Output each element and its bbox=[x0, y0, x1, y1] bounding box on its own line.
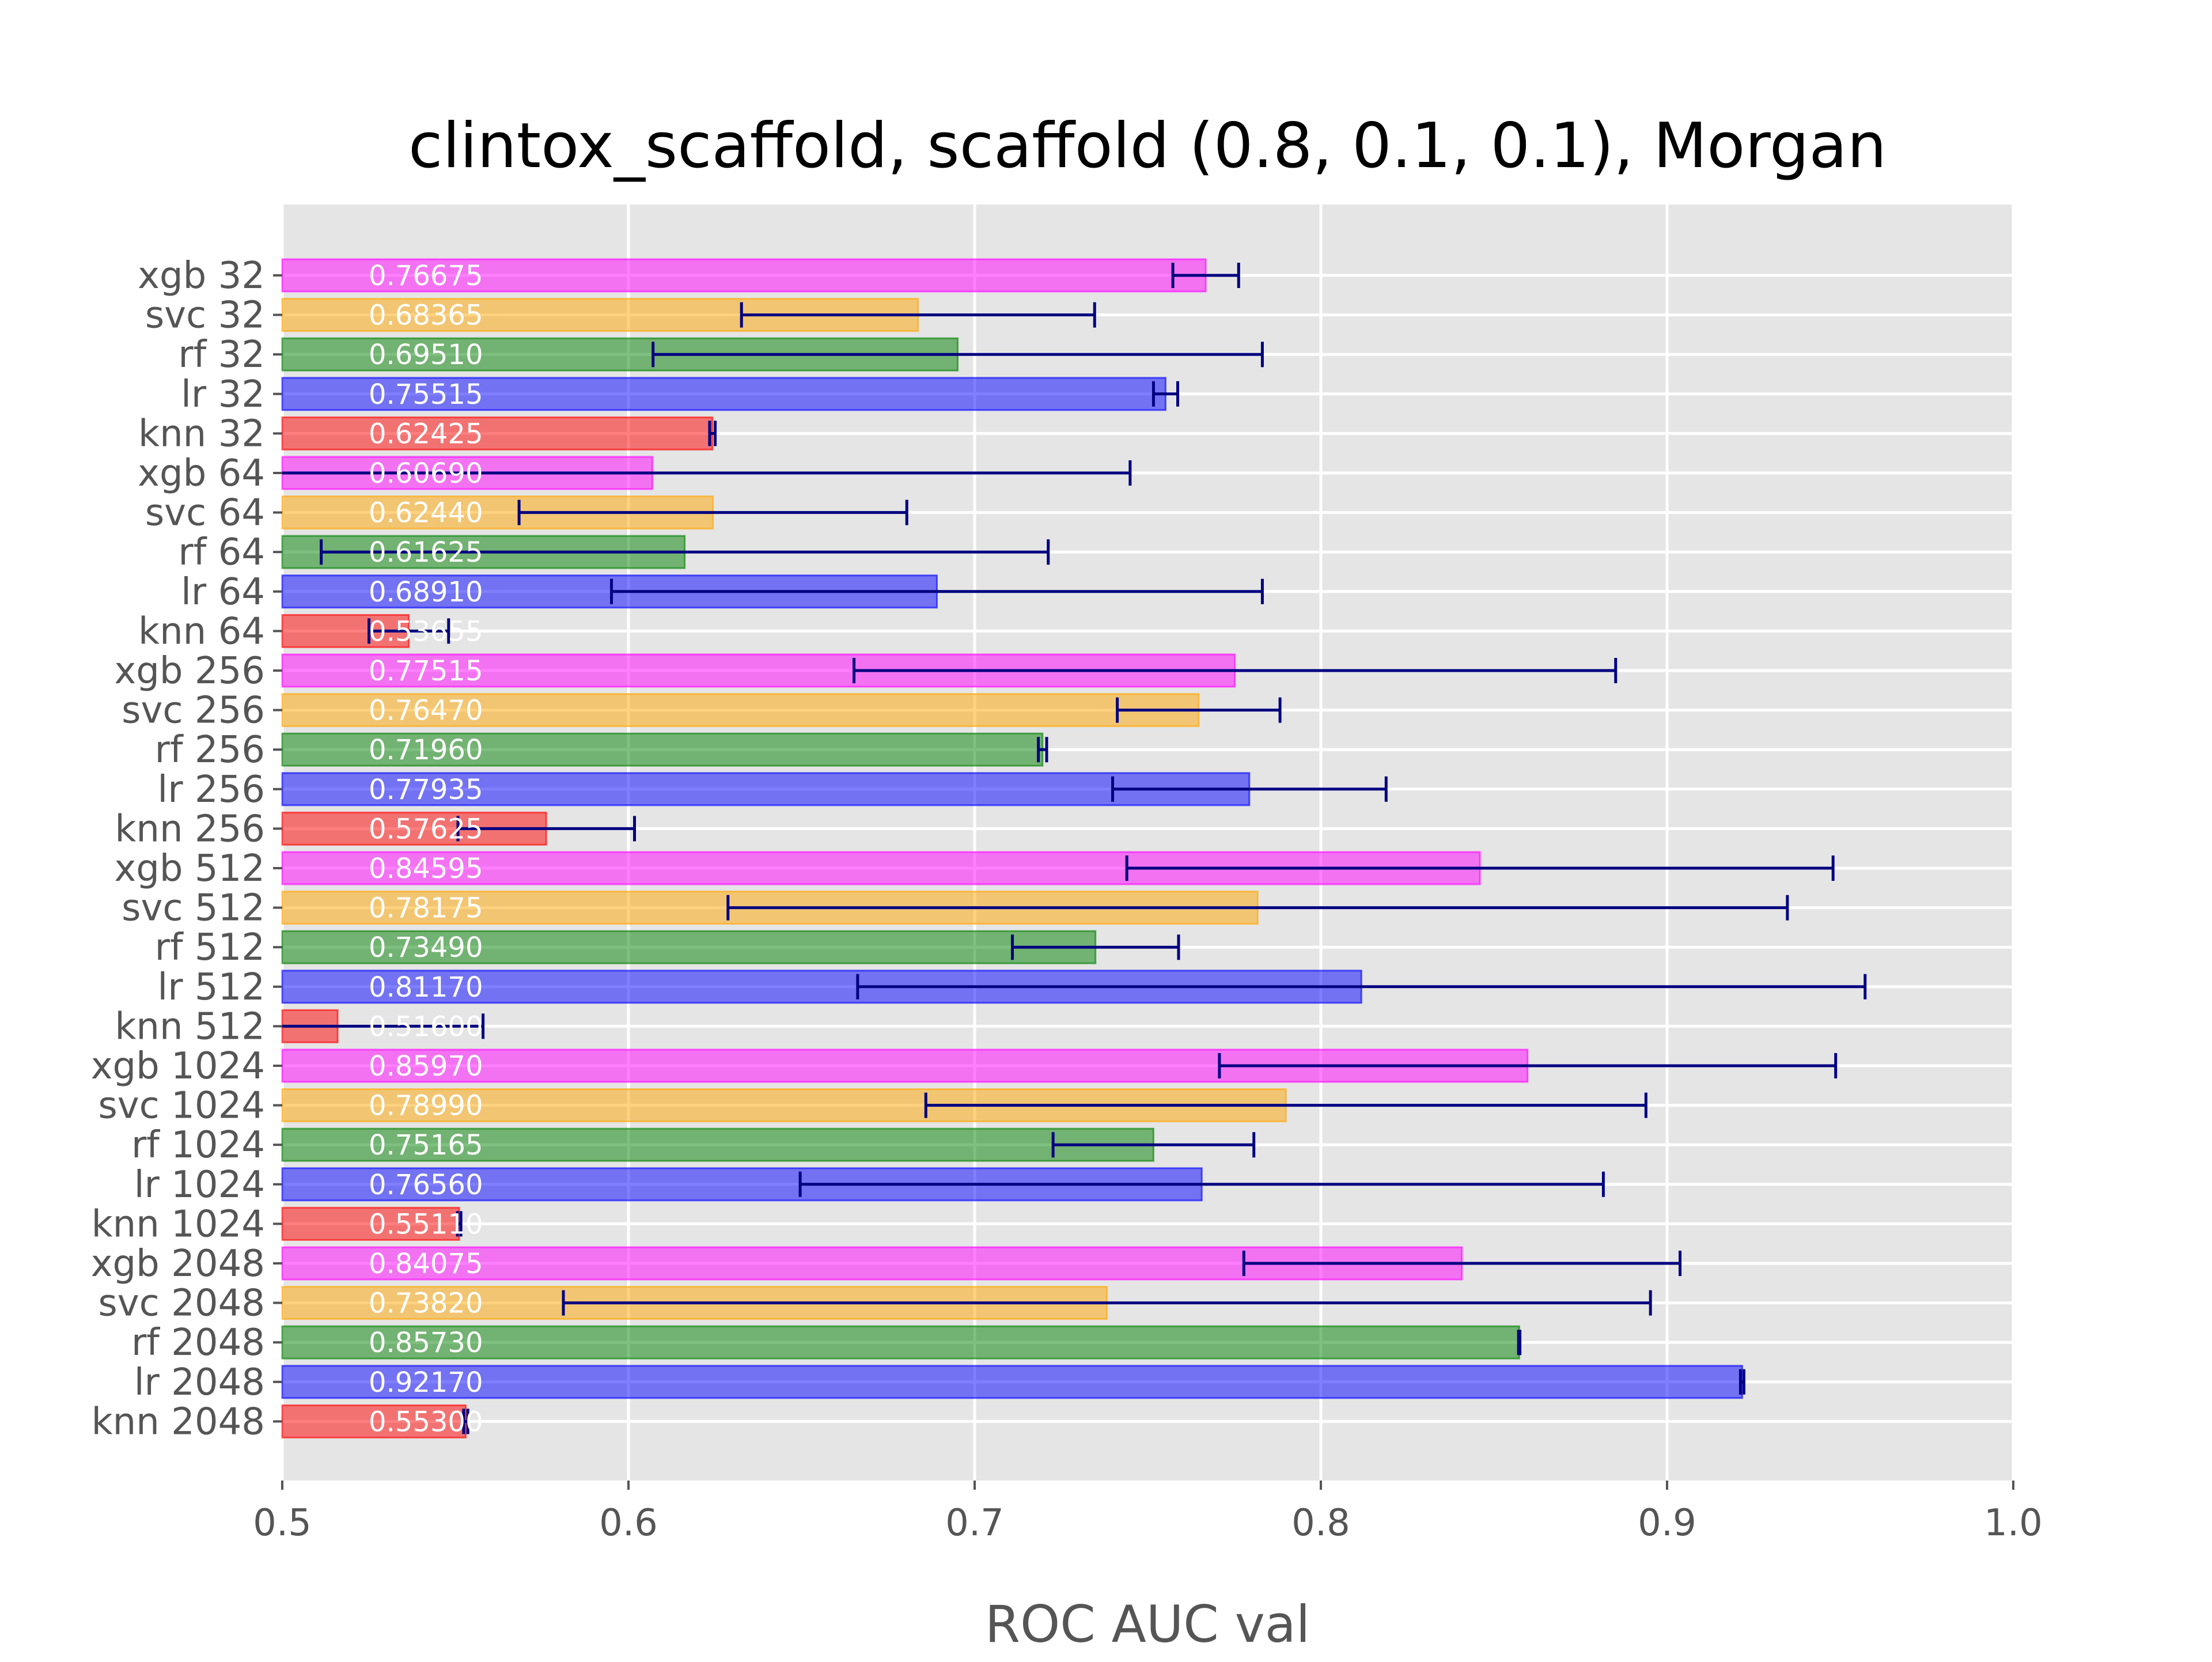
bar-value-label: 0.61625 bbox=[369, 536, 483, 569]
x-tick-label: 0.8 bbox=[1291, 1502, 1350, 1544]
chart-title: clintox_scaffold, scaffold (0.8, 0.1, 0.… bbox=[408, 110, 1887, 182]
y-tick-label: lr 2048 bbox=[134, 1361, 265, 1404]
bar-value-label: 0.77515 bbox=[369, 655, 483, 687]
bar-value-label: 0.73490 bbox=[369, 932, 483, 964]
bar-value-label: 0.85970 bbox=[369, 1050, 483, 1082]
bar-value-label: 0.77935 bbox=[369, 774, 483, 806]
error-bars bbox=[282, 263, 1867, 1434]
y-tick-label: svc 512 bbox=[122, 887, 265, 930]
x-tick-label: 0.9 bbox=[1638, 1502, 1696, 1544]
x-axis-ticks: 0.5 0.6 0.7 0.8 0.9 1.0 bbox=[253, 1481, 2043, 1544]
y-tick-label: lr 1024 bbox=[134, 1164, 265, 1206]
x-tick-label: 0.7 bbox=[945, 1502, 1004, 1544]
bar bbox=[281, 732, 1044, 767]
x-tick-label: 0.5 bbox=[253, 1502, 312, 1544]
bar bbox=[281, 1206, 460, 1241]
bar-value-label: 0.75165 bbox=[369, 1129, 483, 1161]
bar-value-label: 0.78990 bbox=[369, 1090, 483, 1122]
bar-value-label: 0.73820 bbox=[369, 1288, 483, 1320]
bar-value-label: 0.78175 bbox=[369, 892, 483, 925]
y-tick-label: lr 512 bbox=[157, 966, 265, 1009]
y-tick-label: knn 32 bbox=[138, 412, 265, 455]
x-tick-label: 0.6 bbox=[599, 1502, 658, 1544]
bar-value-labels: 0.76675 0.68365 0.69510 0.75515 0.62425 0.606… bbox=[369, 260, 483, 1438]
y-tick-label: svc 256 bbox=[122, 690, 265, 732]
y-tick-label: lr 64 bbox=[181, 571, 265, 614]
y-tick-label: svc 1024 bbox=[98, 1085, 265, 1127]
y-tick-label: knn 64 bbox=[138, 610, 265, 653]
bar-value-label: 0.85730 bbox=[369, 1327, 483, 1359]
y-tick-label: xgb 1024 bbox=[91, 1045, 265, 1088]
bar bbox=[281, 772, 1251, 807]
y-tick-label: xgb 32 bbox=[138, 255, 265, 297]
bar-value-label: 0.68365 bbox=[369, 300, 483, 332]
bar-value-label: 0.53655 bbox=[369, 615, 483, 648]
bar-value-label: 0.62425 bbox=[369, 418, 483, 450]
bar-value-label: 0.55300 bbox=[369, 1406, 483, 1438]
x-axis-label: ROC AUC val bbox=[985, 1595, 1310, 1654]
bar bbox=[281, 416, 714, 450]
bar-value-label: 0.51600 bbox=[369, 1010, 483, 1043]
bar-value-label: 0.84595 bbox=[369, 853, 483, 885]
y-tick-label: rf 64 bbox=[178, 531, 265, 574]
y-tick-label: svc 32 bbox=[145, 294, 265, 337]
bar-value-label: 0.75515 bbox=[369, 378, 483, 411]
bar-value-label: 0.76675 bbox=[369, 260, 483, 292]
bar-value-label: 0.69510 bbox=[369, 339, 483, 371]
y-tick-label: xgb 512 bbox=[114, 847, 265, 890]
y-tick-label: xgb 256 bbox=[114, 650, 265, 692]
y-tick-label: rf 2048 bbox=[131, 1322, 265, 1364]
bar-value-label: 0.71960 bbox=[369, 734, 483, 766]
bar bbox=[281, 377, 1166, 411]
y-tick-label: rf 512 bbox=[155, 926, 265, 969]
bar-value-label: 0.76560 bbox=[369, 1169, 483, 1201]
y-tick-label: xgb 2048 bbox=[91, 1243, 265, 1285]
bar-value-label: 0.60690 bbox=[369, 457, 483, 490]
x-tick-label: 1.0 bbox=[1984, 1502, 2043, 1544]
y-tick-label: knn 256 bbox=[115, 808, 265, 850]
bar bbox=[281, 693, 1200, 728]
bar-value-label: 0.55110 bbox=[369, 1208, 483, 1240]
bar-value-label: 0.57625 bbox=[369, 813, 483, 845]
y-tick-label: lr 256 bbox=[157, 768, 265, 811]
y-tick-label: svc 64 bbox=[145, 492, 265, 535]
bar-value-label: 0.68910 bbox=[369, 576, 483, 608]
y-tick-label: rf 1024 bbox=[131, 1124, 265, 1167]
y-tick-label: knn 1024 bbox=[92, 1203, 265, 1245]
bar bbox=[281, 1325, 1520, 1360]
bar bbox=[281, 1365, 1743, 1399]
y-tick-label: rf 32 bbox=[178, 334, 265, 376]
y-tick-label: xgb 64 bbox=[138, 452, 265, 495]
bar-value-label: 0.92170 bbox=[369, 1366, 483, 1399]
bar-value-label: 0.62440 bbox=[369, 497, 483, 529]
bar-value-label: 0.84075 bbox=[369, 1248, 483, 1280]
y-tick-label: rf 256 bbox=[155, 729, 265, 771]
y-tick-label: knn 2048 bbox=[92, 1400, 265, 1443]
y-tick-label: lr 32 bbox=[181, 373, 265, 416]
bar-value-label: 0.81170 bbox=[369, 971, 483, 1004]
bar-value-label: 0.76470 bbox=[369, 695, 483, 727]
y-tick-label: knn 512 bbox=[115, 1005, 265, 1048]
y-tick-label: svc 2048 bbox=[98, 1282, 265, 1325]
